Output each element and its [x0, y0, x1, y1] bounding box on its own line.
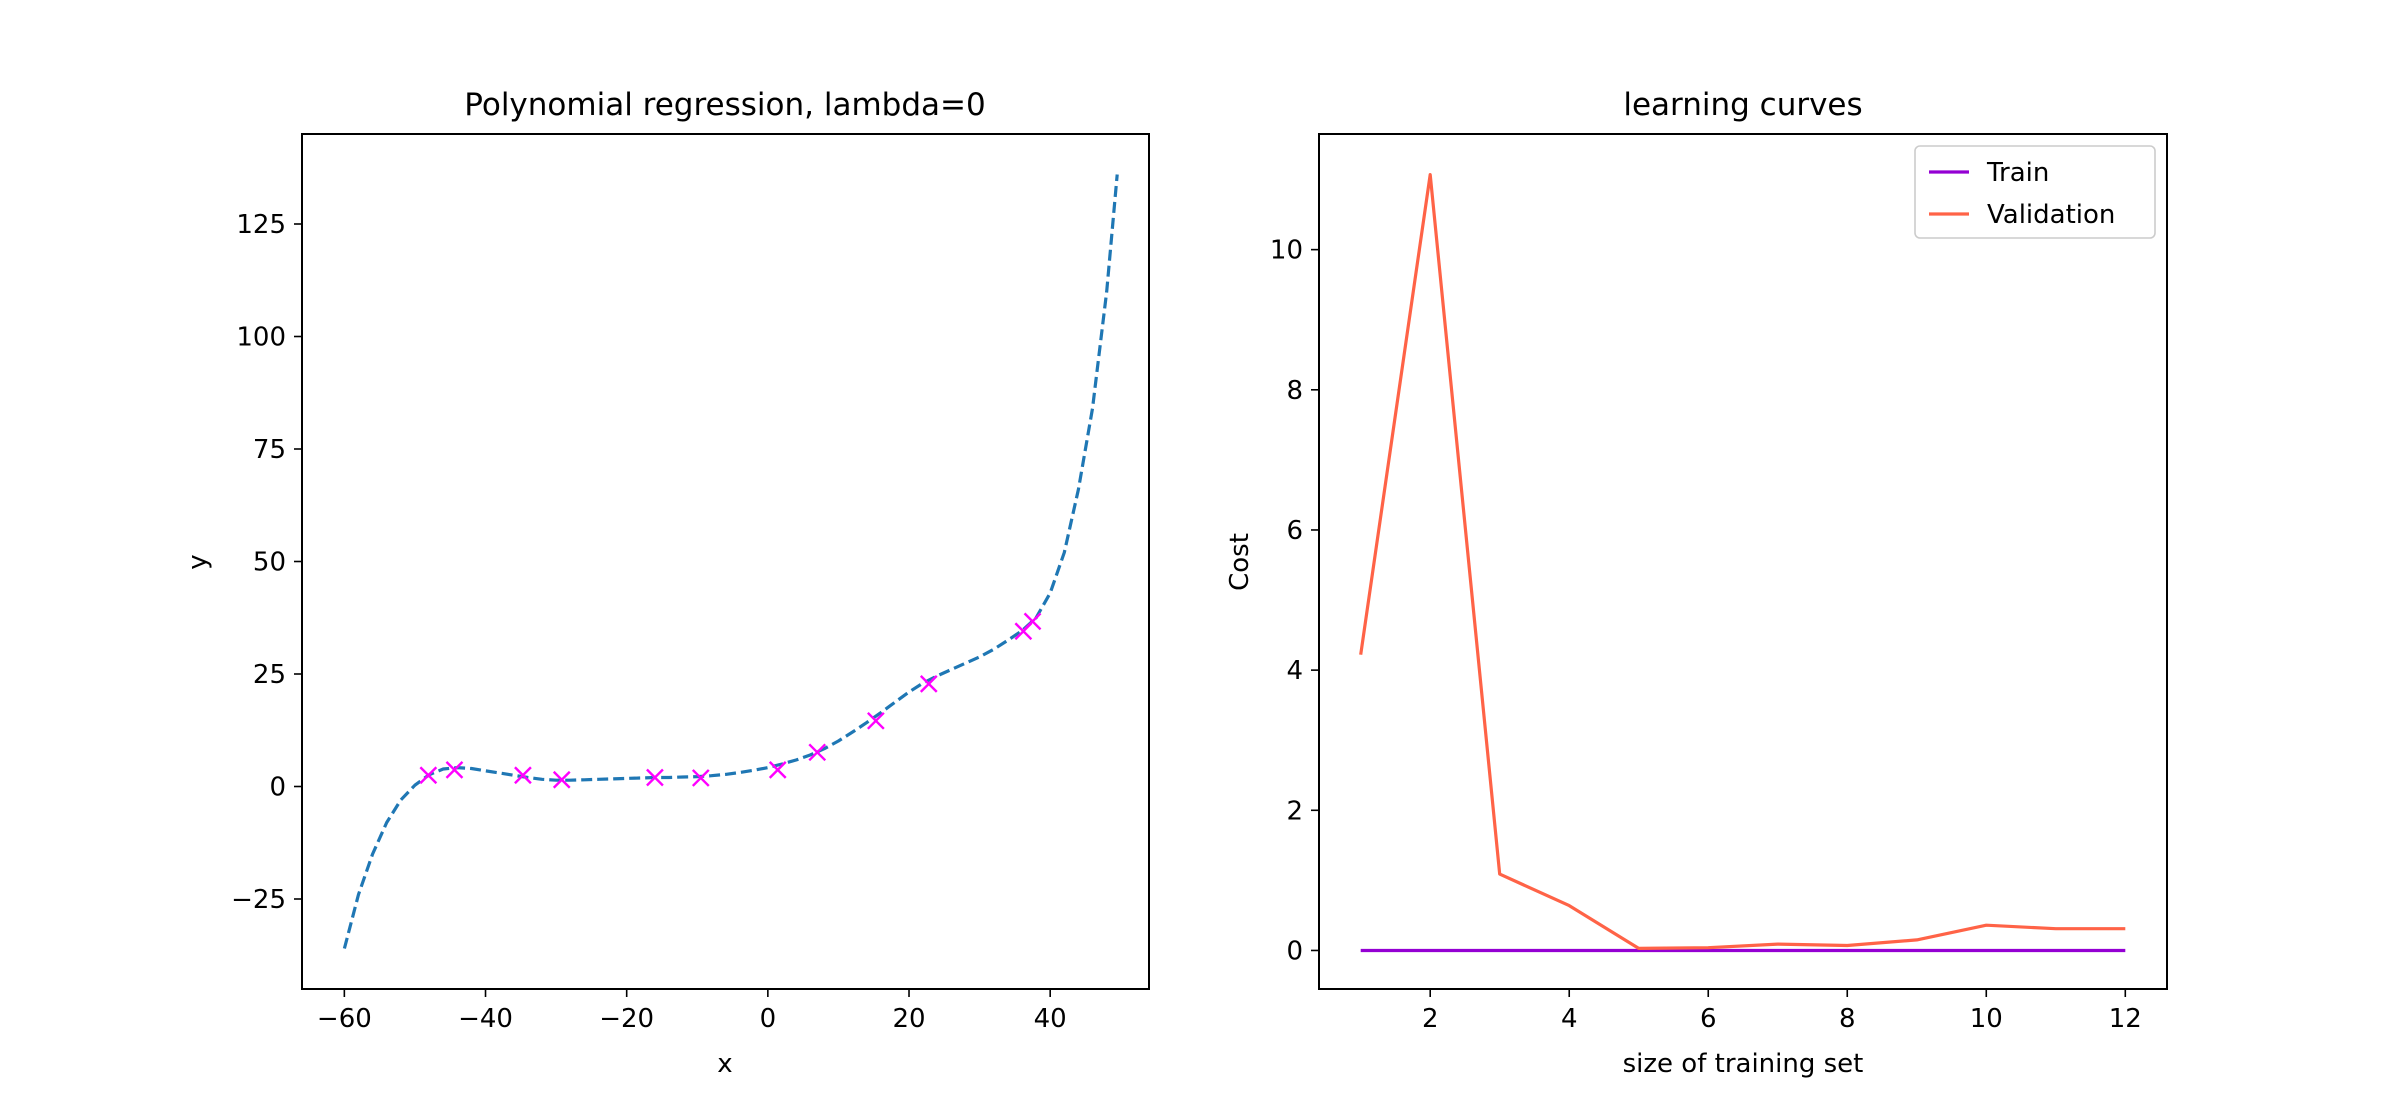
y-tick-label: 2	[1286, 796, 1303, 826]
x-tick-label: 40	[1034, 1004, 1067, 1034]
x-tick-label: 8	[1839, 1004, 1856, 1034]
marker-stroke	[1023, 612, 1042, 631]
data-point-marker	[768, 761, 787, 779]
x-tick-label: −60	[317, 1004, 372, 1034]
legend-label: Validation	[1987, 200, 2115, 230]
fitted-curve-line	[342, 174, 1119, 949]
y-tick-label: 50	[253, 548, 286, 578]
y-tick-label: 0	[1286, 936, 1303, 966]
x-tick-label: 10	[1970, 1004, 2003, 1034]
y-tick-label: 0	[269, 773, 286, 803]
tick-group: 2 4 6 8 10 12 0 2 4 6 8 10	[1270, 236, 2142, 1034]
x-tick-label: −20	[599, 1004, 654, 1034]
marker-stroke	[646, 768, 664, 787]
legend-box	[1914, 145, 2156, 239]
y-tick-label: 4	[1286, 656, 1303, 686]
marker-stroke	[445, 761, 464, 779]
data-point-marker	[919, 675, 938, 693]
x-tick-label: 4	[1561, 1004, 1578, 1034]
x-axis-label: size of training set	[1623, 1049, 1864, 1079]
marker-stroke	[552, 770, 571, 789]
x-axis-label: x	[717, 1049, 732, 1079]
plot-area	[1359, 173, 2126, 953]
plot-frame	[301, 133, 1150, 990]
marker-stroke	[919, 675, 938, 693]
marker-stroke	[419, 766, 438, 785]
y-axis-label: y	[183, 554, 213, 569]
y-tick-label: 8	[1286, 376, 1303, 406]
learning-curves-chart: learning curves size of training set Cos…	[1225, 87, 2168, 1079]
plot-frame	[1318, 133, 2168, 990]
x-tick-label: 2	[1422, 1004, 1439, 1034]
y-tick-label: 6	[1286, 516, 1303, 546]
series-line-validation	[1359, 173, 2126, 951]
marker-stroke	[866, 711, 885, 730]
marker-stroke	[768, 761, 787, 779]
data-point-marker	[808, 743, 827, 762]
data-point-marker	[646, 768, 664, 787]
y-tick-label: 100	[236, 323, 286, 353]
y-tick-label: 25	[253, 660, 286, 690]
x-tick-label: 20	[892, 1004, 925, 1034]
data-point-marker	[691, 769, 710, 787]
data-point-marker	[552, 770, 571, 789]
y-tick-label: 10	[1270, 236, 1303, 266]
marker-stroke	[808, 743, 827, 762]
tick-group: −60 −40 −20 0 20 40 −25 0 25 50 75 100 125	[231, 210, 1067, 1034]
y-axis-label: Cost	[1225, 533, 1255, 591]
marker-stroke	[691, 769, 710, 787]
legend-label: Train	[1986, 158, 2049, 188]
legend: Train Validation	[1914, 145, 2156, 239]
marker-stroke	[514, 766, 532, 785]
data-point-marker	[866, 711, 885, 730]
data-point-marker	[514, 766, 532, 785]
chart-title: Polynomial regression, lambda=0	[464, 87, 985, 123]
plot-area	[342, 174, 1119, 949]
chart-title: learning curves	[1623, 87, 1862, 123]
x-tick-label: 12	[2109, 1004, 2142, 1034]
x-tick-label: 6	[1700, 1004, 1717, 1034]
data-point-marker	[419, 766, 438, 785]
polynomial-regression-chart: Polynomial regression, lambda=0 x y −60−…	[183, 87, 1150, 1079]
y-tick-label: 75	[253, 435, 286, 465]
data-point-marker	[445, 761, 464, 779]
data-point-marker	[1023, 612, 1042, 631]
y-tick-label: 125	[236, 210, 286, 240]
x-tick-label: 0	[760, 1004, 777, 1034]
x-tick-label: −40	[458, 1004, 513, 1034]
y-tick-label: −25	[231, 885, 286, 915]
